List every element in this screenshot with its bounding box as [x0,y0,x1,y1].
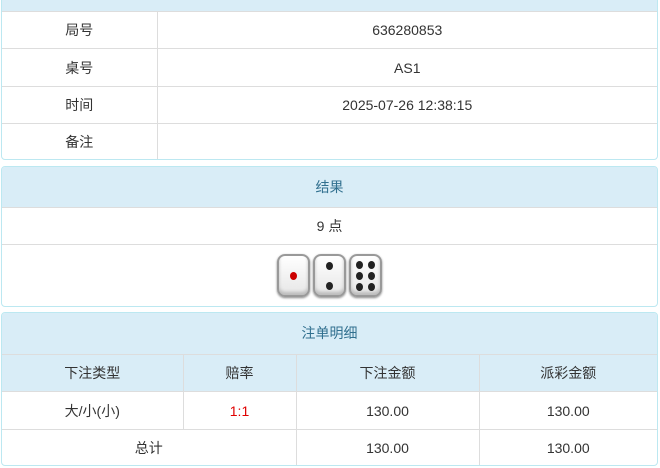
bet-type: 大/小(小) [2,391,184,430]
bets-panel: 注单明细 下注类型 赔率 下注金额 派彩金额 大/小(小) 1:1 130.00… [1,312,658,466]
die-1-icon [277,254,310,298]
col-bet-amount: 下注金额 [295,354,480,392]
col-payout: 派彩金额 [478,354,657,392]
col-bet-type: 下注类型 [2,354,184,392]
round-value: 636280853 [156,11,657,49]
pip [356,271,364,280]
result-title: 结果 [2,167,657,207]
info-panel: 局号 636280853 桌号 AS1 时间 2025-07-26 12:38:15 … [1,0,658,160]
table-label: 桌号 [2,48,158,87]
info-header [2,0,657,11]
pip [356,260,364,269]
pip [290,271,297,280]
total-amount: 130.00 [295,429,480,465]
bet-amount: 130.00 [295,391,480,430]
remark-value [156,123,657,159]
round-label: 局号 [2,11,158,49]
dice-cell [2,244,657,306]
table-value: AS1 [156,48,657,87]
result-points: 9 点 [2,207,657,245]
die-2-icon [313,254,346,298]
total-payout: 130.00 [478,429,657,465]
total-label: 总计 [2,429,297,465]
table-row: 备注 [2,123,657,159]
time-label: 时间 [2,86,158,124]
result-panel: 结果 9 点 [1,166,658,307]
table-row: 大/小(小) 1:1 130.00 130.00 [2,391,657,430]
table-row: 时间 2025-07-26 12:38:15 [2,86,657,124]
pip [367,282,375,291]
column-headers: 下注类型 赔率 下注金额 派彩金额 [2,354,657,392]
bets-title: 注单明细 [2,313,657,354]
die-6-icon [349,254,382,298]
odds: 1:1 [182,391,297,430]
table-row: 桌号 AS1 [2,48,657,87]
remark-label: 备注 [2,123,158,159]
payout: 130.00 [478,391,657,430]
pip [356,282,364,291]
pip [326,281,333,290]
col-odds: 赔率 [182,354,297,392]
pip [326,262,333,270]
table-row: 局号 636280853 [2,11,657,49]
time-value: 2025-07-26 12:38:15 [156,86,657,124]
pip [367,271,375,280]
pip [367,260,375,269]
total-row: 总计 130.00 130.00 [2,429,657,465]
